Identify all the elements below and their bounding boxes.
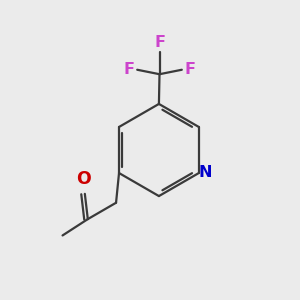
Text: F: F (124, 62, 135, 77)
Text: F: F (154, 35, 165, 50)
Text: N: N (199, 165, 212, 180)
Text: F: F (184, 62, 195, 77)
Text: O: O (76, 170, 91, 188)
